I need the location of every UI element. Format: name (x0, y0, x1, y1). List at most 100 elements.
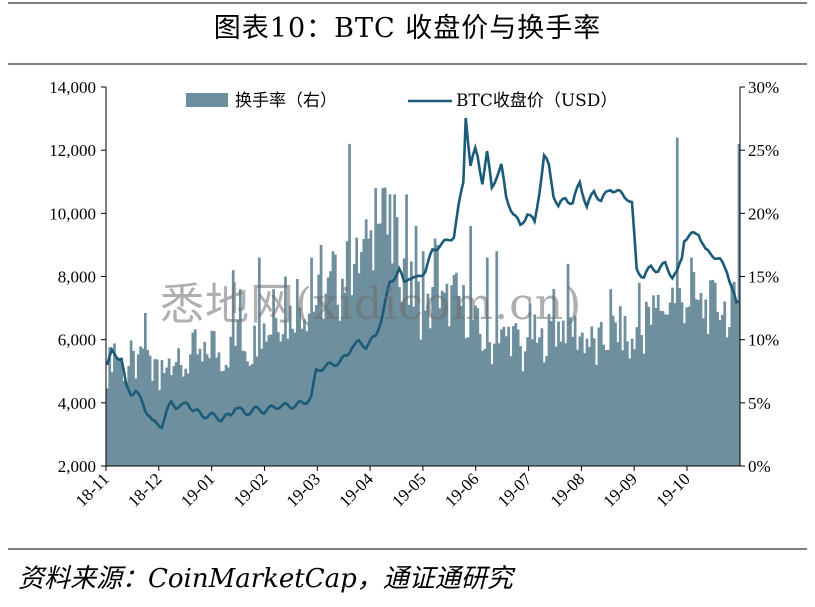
turnover-bar (329, 271, 332, 466)
turnover-bar (417, 281, 420, 466)
turnover-bar (360, 252, 363, 466)
turnover-bar (592, 338, 596, 466)
turnover-bar (611, 315, 615, 466)
turnover-bar (291, 328, 294, 466)
turnover-bar (314, 305, 318, 466)
turnover-bar (471, 319, 475, 466)
turnover-bar (583, 353, 586, 466)
turnover-bar (431, 287, 435, 466)
turnover-bar (293, 332, 297, 466)
turnover-bar (450, 285, 454, 466)
left-tick-label: 4,000 (58, 394, 96, 413)
turnover-bar (284, 276, 287, 466)
turnover-bar (255, 356, 259, 466)
turnover-bar (728, 327, 731, 466)
turnover-bar (447, 326, 451, 466)
left-tick-label: 12,000 (49, 141, 96, 160)
turnover-bar (174, 362, 178, 466)
turnover-bar (212, 331, 216, 466)
turnover-bar (512, 326, 515, 466)
turnover-bar (181, 376, 185, 466)
turnover-bar (626, 341, 629, 466)
turnover-bar (319, 244, 323, 466)
turnover-bar (547, 313, 551, 466)
turnover-bar (160, 360, 164, 466)
turnover-bar (602, 344, 605, 466)
turnover-bar (393, 194, 397, 466)
right-tick-label: 10% (748, 331, 779, 350)
turnover-bar (516, 329, 520, 466)
turnover-bar (113, 343, 116, 466)
turnover-bar (117, 358, 121, 466)
turnover-bar (326, 277, 330, 466)
legend-swatch-turnover (186, 93, 228, 107)
turnover-bar (642, 353, 646, 466)
x-tick-label: 19-04 (335, 469, 377, 511)
turnover-bar (170, 375, 173, 466)
turnover-bar (350, 295, 354, 466)
turnover-bar (381, 188, 385, 466)
turnover-bar (469, 225, 473, 466)
turnover-bar (666, 314, 670, 466)
turnover-bar (146, 350, 150, 466)
chart-title: 图表10：BTC 收盘价与换手率 (213, 13, 602, 44)
right-tick-label: 25% (748, 141, 779, 160)
turnover-bar (713, 282, 717, 466)
turnover-bar (633, 349, 636, 466)
turnover-bar (110, 372, 114, 466)
turnover-bar (250, 364, 254, 466)
turnover-bar (343, 292, 347, 466)
turnover-bar (493, 343, 496, 466)
legend-label-price: BTC收盘价（USD） (456, 91, 617, 111)
turnover-bar (421, 251, 425, 466)
turnover-bar (552, 289, 556, 466)
turnover-bar (215, 357, 218, 466)
turnover-bar (502, 326, 506, 466)
turnover-bar (675, 137, 679, 466)
left-tick-label: 2,000 (58, 457, 96, 476)
turnover-bar (312, 311, 316, 466)
turnover-bar (386, 234, 389, 466)
turnover-bar (697, 300, 700, 466)
turnover-bar (125, 381, 128, 466)
turnover-bar (542, 362, 546, 466)
turnover-bar (559, 341, 563, 466)
turnover-bar (509, 356, 513, 466)
turnover-bar (172, 366, 176, 466)
turnover-bar (478, 333, 482, 466)
turnover-bar (260, 348, 264, 466)
turnover-bar (262, 323, 266, 466)
turnover-bar (129, 340, 133, 466)
left-tick-label: 10,000 (49, 204, 96, 223)
turnover-bar (452, 274, 456, 466)
turnover-bar (324, 293, 328, 466)
turnover-bar (578, 336, 582, 466)
turnover-bar (298, 307, 302, 466)
turnover-bar (108, 347, 112, 466)
turnover-bar (595, 364, 598, 466)
turnover-bar (661, 311, 665, 466)
turnover-bar (200, 361, 204, 466)
right-tick-label: 0% (748, 457, 771, 476)
turnover-bar (134, 378, 138, 466)
turnover-bar (725, 337, 729, 466)
turnover-bar (303, 319, 306, 466)
watermark-text: 悉地网(xidicom.cn) (160, 279, 583, 330)
turnover-bar (443, 292, 446, 466)
turnover-bar (217, 352, 221, 466)
turnover-bar (402, 258, 406, 466)
turnover-bar (521, 371, 525, 466)
turnover-bar (730, 283, 734, 466)
turnover-bar (721, 314, 724, 466)
turnover-bar (497, 343, 501, 466)
turnover-bar (630, 338, 634, 466)
turnover-bar (151, 380, 154, 466)
turnover-bar (538, 337, 541, 466)
turnover-bar (576, 349, 579, 466)
turnover-bar (115, 356, 119, 466)
turnover-bar (165, 367, 169, 466)
turnover-bar (395, 217, 399, 466)
turnover-bar (234, 345, 237, 466)
turnover-bar (702, 318, 705, 466)
turnover-bar (374, 188, 378, 466)
